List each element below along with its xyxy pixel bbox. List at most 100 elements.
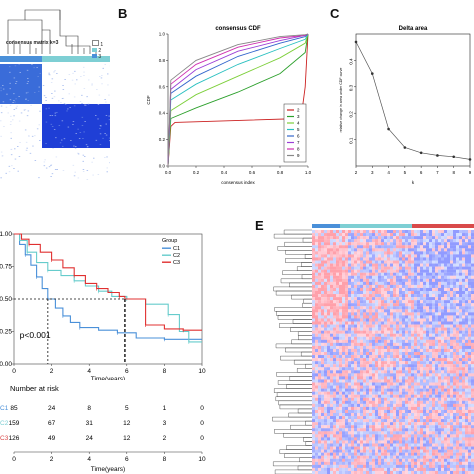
consensus-block — [42, 104, 110, 148]
heat-cell — [402, 275, 406, 279]
heat-cell — [354, 327, 358, 331]
heat-cell — [471, 382, 474, 386]
heat-cell — [375, 385, 379, 389]
heat-cell — [456, 245, 460, 249]
heat-cell — [369, 443, 373, 447]
consensus-speckle — [26, 83, 29, 84]
heat-cell — [429, 385, 433, 389]
heat-cell — [387, 419, 391, 423]
heat-cell — [381, 303, 385, 307]
heat-cell — [459, 233, 463, 237]
heat-cell — [354, 233, 358, 237]
cdf-legend-label-5: 5 — [297, 127, 300, 132]
heat-cell — [324, 254, 328, 258]
heat-cell — [357, 419, 361, 423]
heat-cell — [423, 339, 427, 343]
heat-cell — [417, 239, 421, 243]
heat-cell — [351, 336, 355, 340]
heat-cell — [471, 367, 474, 371]
heat-cell — [447, 403, 451, 407]
heat-cell — [402, 455, 406, 459]
cdf-y-tick-label: 0.4 — [159, 111, 166, 116]
heat-cell — [453, 458, 457, 462]
heat-cell — [354, 455, 358, 459]
heat-cell — [363, 239, 367, 243]
heat-cell — [354, 260, 358, 264]
heat-cell — [318, 422, 322, 426]
heat-cell — [435, 440, 439, 444]
heat-cell — [321, 306, 325, 310]
heat-cell — [330, 367, 334, 371]
heat-cell — [330, 254, 334, 258]
heat-cell — [330, 309, 334, 313]
heat-cell — [423, 260, 427, 264]
heat-cell — [423, 245, 427, 249]
heat-cell — [312, 251, 316, 255]
heat-cell — [393, 437, 397, 441]
heat-cell — [471, 269, 474, 273]
heat-cell — [396, 373, 400, 377]
heat-cell — [465, 297, 469, 301]
heat-cell — [456, 361, 460, 365]
heat-cell — [318, 391, 322, 395]
heat-cell — [330, 385, 334, 389]
heat-cell — [441, 330, 445, 334]
heat-cell — [321, 245, 325, 249]
consensus-speckle — [72, 121, 75, 122]
heat-cell — [444, 321, 448, 325]
heat-cell — [417, 230, 421, 234]
heat-cell — [459, 352, 463, 356]
heat-cell — [471, 355, 474, 359]
heat-cell — [357, 257, 361, 261]
heat-cell — [429, 437, 433, 441]
heat-cell — [405, 367, 409, 371]
heat-cell — [390, 315, 394, 319]
heat-cell — [381, 452, 385, 456]
heat-cell — [321, 458, 325, 462]
heat-cell — [321, 321, 325, 325]
heat-cell — [459, 361, 463, 365]
heat-cell — [312, 458, 316, 462]
consensus-speckle — [67, 126, 70, 128]
heat-cell — [429, 361, 433, 365]
heat-cell — [318, 406, 322, 411]
heat-cell — [420, 297, 424, 301]
heat-cell — [390, 260, 394, 264]
heat-cell — [339, 291, 343, 295]
heat-cell — [339, 437, 343, 441]
heat-cell — [333, 300, 337, 304]
heat-cell — [336, 236, 340, 240]
heat-cell — [381, 382, 385, 386]
heat-cell — [342, 358, 346, 362]
risk-cell: 0 — [200, 405, 204, 412]
heat-cell — [468, 306, 472, 310]
heat-cell — [441, 251, 445, 255]
heat-cell — [444, 297, 448, 301]
heat-cell — [339, 455, 343, 459]
heat-cell — [465, 303, 469, 307]
heat-cell — [465, 239, 469, 243]
heat-cell — [369, 284, 373, 289]
heat-cell — [315, 431, 319, 435]
heat-cell — [360, 230, 364, 234]
heat-cell — [324, 358, 328, 362]
heat-cell — [414, 431, 418, 435]
heat-cell — [327, 355, 331, 359]
heat-cell — [321, 422, 325, 426]
heat-cell — [363, 312, 367, 316]
heat-cell — [390, 306, 394, 310]
heat-cell — [357, 364, 361, 368]
km-x-tick-label: 2 — [50, 368, 54, 375]
heat-cell — [423, 446, 427, 450]
heat-cell — [405, 358, 409, 362]
heat-cell — [372, 400, 376, 404]
heat-cell — [438, 300, 442, 304]
heat-cell — [366, 330, 370, 334]
heat-cell — [357, 409, 361, 414]
heat-cell — [456, 321, 460, 325]
heat-cell — [333, 284, 337, 289]
heat-cell — [312, 336, 316, 340]
heat-cell — [402, 339, 406, 343]
heat-cell — [420, 403, 424, 407]
heat-cell — [456, 269, 460, 273]
